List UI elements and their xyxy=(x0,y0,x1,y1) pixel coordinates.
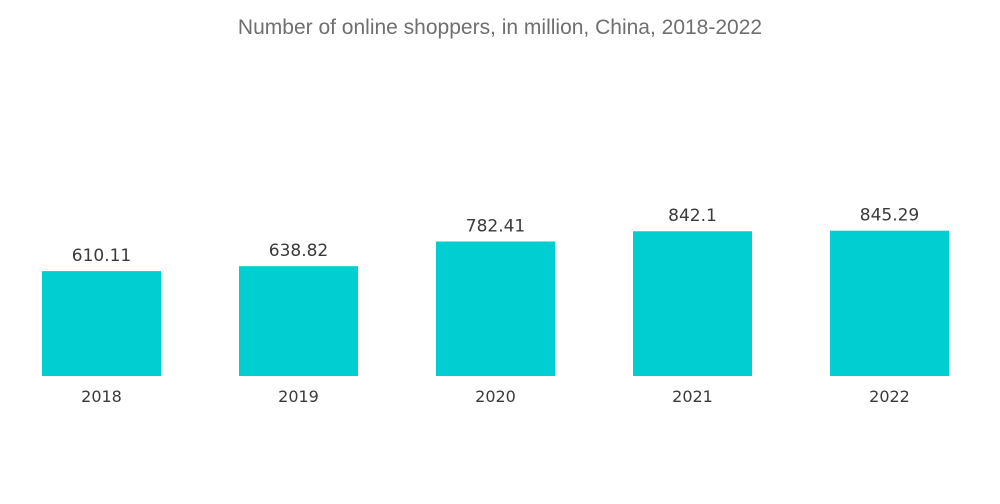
value-label-2019: 638.82 xyxy=(269,241,328,261)
tick-label-2021: 2021 xyxy=(672,387,713,406)
bar-2021 xyxy=(633,231,752,376)
bar-2020 xyxy=(436,241,555,376)
bars-group xyxy=(42,230,949,376)
value-labels-group: 610.11 638.82 782.41 842.1 845.29 xyxy=(72,206,919,266)
chart-title: Number of online shoppers, in million, C… xyxy=(237,16,763,39)
value-label-2021: 842.1 xyxy=(668,206,717,226)
tick-label-2022: 2022 xyxy=(869,387,910,406)
bar-2022 xyxy=(830,230,949,376)
value-label-2018: 610.11 xyxy=(72,246,131,266)
value-label-2020: 782.41 xyxy=(466,217,525,237)
tick-label-2020: 2020 xyxy=(475,387,516,406)
bar-2018 xyxy=(42,271,161,376)
bar-2019 xyxy=(239,266,358,376)
value-label-2022: 845.29 xyxy=(860,206,919,226)
tick-label-2018: 2018 xyxy=(81,387,122,406)
x-axis-tick-labels: 2018 2019 2020 2021 2022 xyxy=(81,387,910,406)
tick-label-2019: 2019 xyxy=(278,387,319,406)
